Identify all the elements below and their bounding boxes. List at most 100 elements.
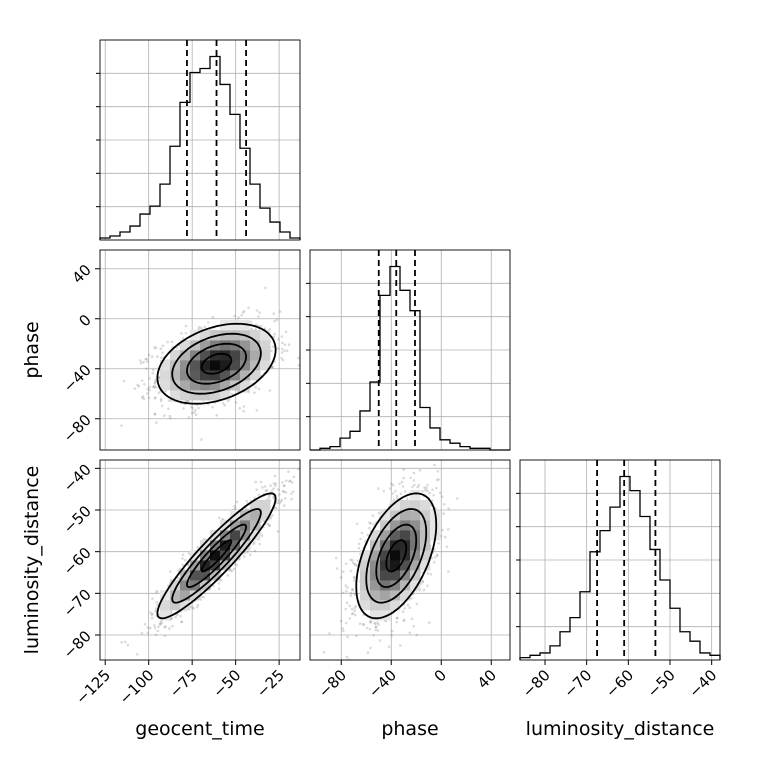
density-cell [410,490,421,501]
density-cell [190,560,201,571]
sample-point [341,570,345,573]
sample-point [436,470,440,473]
density-cell [220,550,231,561]
sample-point [242,409,245,413]
sample-point [353,576,356,579]
y-tick-label: 0 [75,311,94,330]
sample-point [155,601,159,604]
sample-point [150,355,154,359]
panel-frame [99,459,301,661]
sample-point [126,643,130,647]
sample-point [426,572,430,575]
sample-point [440,495,444,499]
sample-point [180,332,183,335]
marginal-panel-phase [306,249,511,451]
sample-point [177,576,181,580]
sample-point [271,514,274,517]
density-cell [260,500,271,511]
sample-point [158,379,161,382]
sample-point [341,591,345,595]
density-cell [210,530,221,541]
sample-point [355,522,359,525]
sample-point [244,507,248,510]
sample-point [351,561,355,564]
sample-point [202,595,205,599]
density-cell [190,590,201,601]
sample-point [417,483,421,487]
density-cell [250,350,261,361]
density-cell [380,610,391,621]
sample-point [360,531,364,535]
sample-point [149,626,152,630]
density-cell [370,600,381,611]
sample-point [377,487,380,490]
density-cell [230,530,241,541]
sample-point [151,597,154,600]
panel-frame [309,249,511,451]
density-cell [230,350,241,361]
sample-point [344,584,348,587]
sample-point [369,522,372,525]
sample-point [401,485,405,488]
sample-point [159,619,163,623]
sample-point [266,522,270,526]
x-tick-label: −75 [166,666,201,701]
density-cell [400,500,411,511]
density-cell [240,360,251,371]
density-cell [210,360,221,371]
sample-point [253,541,256,544]
sample-point [435,486,438,490]
sample-point [181,337,185,340]
density-cell [400,560,411,571]
density-cell [390,500,401,511]
contour-level-3 [355,492,438,620]
sample-point [344,621,348,625]
sample-point [373,621,376,625]
sample-point [235,563,239,567]
sample-point [194,413,198,417]
density-cell [410,550,421,561]
sample-point [368,521,371,524]
sample-point [196,546,200,549]
sample-point [366,533,370,537]
sample-point [161,351,164,355]
density-cell [400,590,411,601]
sample-point [402,618,406,622]
sample-point [349,558,352,561]
sample-point [401,610,405,613]
sample-point [371,514,375,517]
sample-point [374,628,378,632]
sample-point [120,641,123,644]
x-tick-label: 40 [474,666,500,692]
density-cell [230,370,241,381]
sample-point [139,361,143,365]
sample-point [368,628,372,631]
sample-point [281,358,285,362]
sample-point [140,379,144,382]
sample-point [346,586,349,589]
sample-point [431,488,434,492]
density-cell [230,540,241,551]
sample-point [284,330,288,334]
sample-point [280,335,284,338]
sample-point [374,622,377,626]
density-cell [390,580,401,591]
sample-point [155,591,158,594]
density-cell [190,330,201,341]
density-cell [250,360,261,371]
sample-point [200,438,203,441]
sample-point [423,486,426,489]
sample-point [268,327,272,331]
x-tick-label: 0 [431,666,450,685]
density-cell [370,560,381,571]
density-cell [380,570,391,581]
density-cell [200,540,211,551]
sample-point [207,321,210,324]
sample-point [412,624,416,628]
sample-point [233,507,237,510]
sample-point [169,416,172,420]
sample-point [432,494,435,497]
sample-point [444,535,447,539]
density-cell [180,590,191,601]
sample-point [273,319,276,323]
